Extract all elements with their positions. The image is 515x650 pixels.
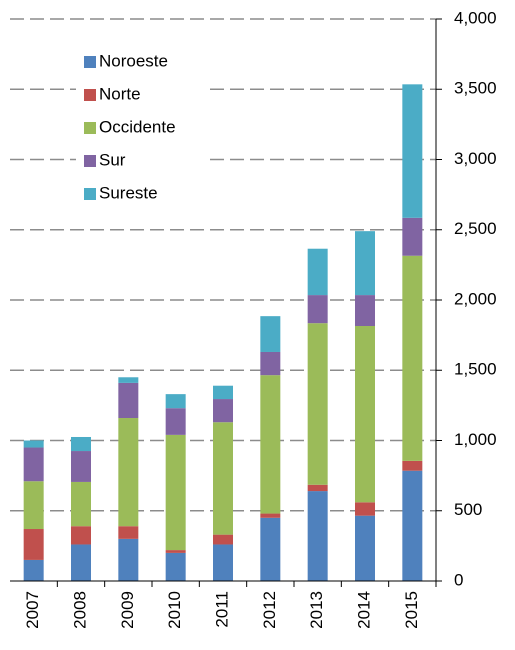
legend-swatch	[84, 89, 96, 101]
bar-segment	[71, 526, 91, 545]
legend-swatch	[84, 56, 96, 68]
legend-swatch	[84, 122, 96, 134]
bar-segment	[307, 491, 328, 581]
bar-segment	[213, 534, 233, 545]
bar-segment	[213, 544, 233, 581]
y-tick-label: 2,000	[454, 289, 497, 308]
legend-label: Occidente	[99, 117, 176, 136]
bar-segment	[355, 295, 375, 326]
bar-segment	[23, 559, 44, 581]
bar-segment	[118, 538, 139, 581]
bar-segment	[23, 440, 44, 448]
bar-segment	[23, 447, 44, 482]
bar-segment	[402, 255, 423, 461]
bar-segment	[260, 375, 281, 514]
legend-label: Sur	[99, 150, 126, 169]
bar-segment	[165, 434, 186, 551]
x-tick-label: 2009	[118, 591, 137, 629]
bar-segment	[213, 385, 233, 400]
y-tick-label: 2,500	[454, 219, 497, 238]
bar-segment	[71, 436, 91, 452]
bar-segment	[71, 544, 91, 581]
y-tick-label: 1,500	[454, 360, 497, 379]
legend-background	[76, 45, 206, 211]
bar-segment	[165, 394, 186, 409]
y-tick-label: 4,000	[454, 8, 497, 27]
bar-segment	[307, 484, 328, 492]
bar-segment	[260, 517, 281, 581]
x-tick-label: 2008	[70, 591, 89, 629]
bar-segment	[307, 248, 328, 296]
x-tick-label: 2012	[260, 591, 279, 629]
bar-segment	[165, 552, 186, 581]
x-tick-label: 2011	[212, 591, 231, 628]
legend-label: Noroeste	[99, 51, 168, 70]
y-tick-label: 0	[454, 570, 463, 589]
y-tick-label: 3,000	[454, 149, 497, 168]
x-tick-label: 2013	[307, 591, 326, 629]
bar-segment	[260, 513, 281, 518]
legend-swatch	[84, 155, 96, 167]
legend-swatch	[84, 188, 96, 200]
bar-segment	[118, 526, 139, 539]
bar-segment	[23, 481, 44, 530]
x-tick-label: 2015	[402, 591, 421, 629]
bar-segment	[23, 529, 44, 560]
bar-segment	[355, 325, 375, 503]
bar-segment	[260, 351, 281, 376]
bar-segment	[165, 408, 186, 435]
bar-segment	[307, 295, 328, 324]
bar-segment	[213, 422, 233, 535]
bar-segment	[355, 231, 375, 296]
bar-segment	[355, 515, 375, 581]
bar-segment	[355, 502, 375, 516]
bar-segment	[165, 550, 186, 553]
bar-segment	[71, 451, 91, 482]
bar-segment	[402, 470, 423, 581]
y-tick-label: 500	[454, 500, 482, 519]
bar-segment	[402, 84, 423, 218]
bar-segment	[307, 323, 328, 485]
bar-segment	[71, 481, 91, 527]
legend-label: Norte	[99, 84, 141, 103]
x-tick-label: 2010	[165, 591, 184, 629]
bar-segment	[402, 217, 423, 256]
bar-segment	[118, 382, 139, 419]
y-tick-label: 1,000	[454, 430, 497, 449]
bar-segment	[213, 399, 233, 423]
bar-segment	[118, 418, 139, 527]
legend-label: Sureste	[99, 183, 158, 202]
bar-segment	[260, 316, 281, 352]
x-tick-label: 2014	[354, 591, 373, 629]
y-tick-label: 3,500	[454, 79, 497, 98]
bar-segment	[402, 460, 423, 471]
bar-segment	[118, 377, 139, 383]
x-tick-label: 2007	[23, 591, 42, 629]
